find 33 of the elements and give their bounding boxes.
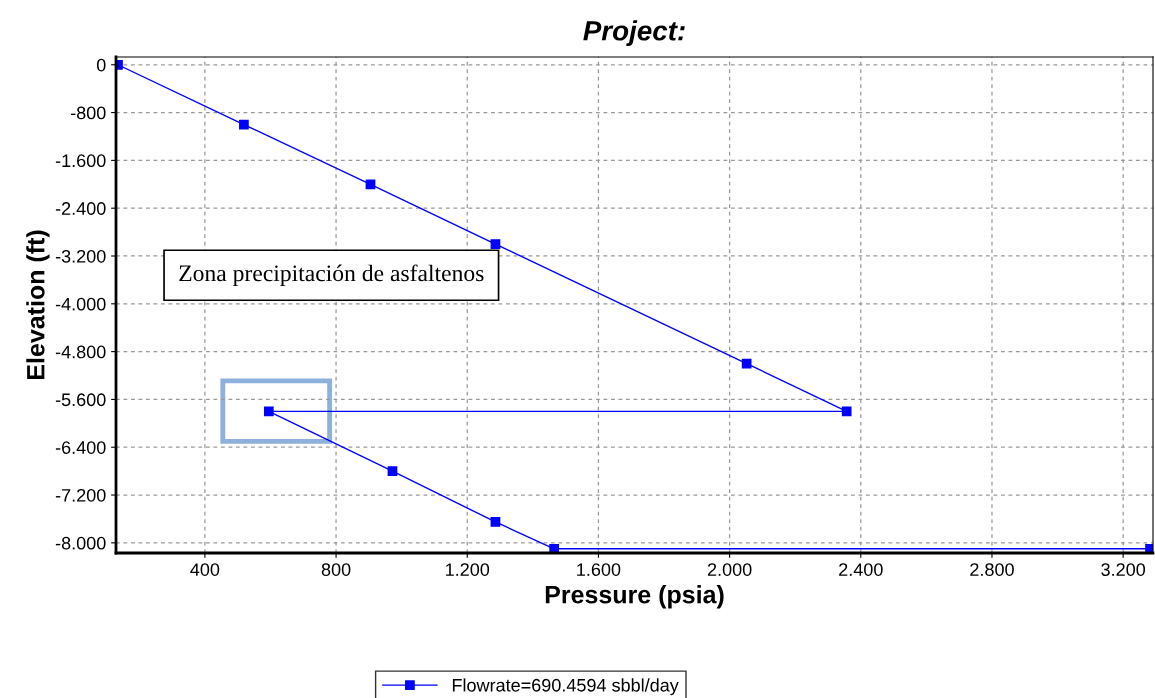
x-tick-label: 400 — [190, 563, 220, 576]
y-tick-label: -1.600 — [55, 154, 106, 168]
y-tick-label: -8.000 — [55, 536, 106, 550]
y-tick-label: -2.400 — [55, 202, 106, 215]
y-tick-label: -7.200 — [55, 488, 106, 502]
y-tick-label: -800 — [70, 106, 106, 120]
point — [490, 239, 501, 249]
y-tick-label: -4.800 — [55, 345, 106, 359]
x-tick-label: 1.200 — [446, 563, 490, 576]
y-tick-label: -4.000 — [55, 297, 106, 311]
annotation: Zona precipitación de asfaltenos — [179, 264, 484, 287]
x-tick-label: 800 — [321, 563, 351, 576]
y-tick-label: -5.600 — [55, 393, 106, 407]
chart-title: Project: — [583, 20, 685, 47]
y-tick-label: -3.200 — [55, 249, 106, 263]
x-tick-label: 1.600 — [577, 563, 621, 576]
point — [741, 358, 752, 369]
x-tick-label: 2.800 — [970, 563, 1014, 576]
point — [387, 466, 398, 476]
x-axis-title: Pressure (psia) — [545, 585, 724, 609]
legend-label: Flowrate=690.4594 sbbl/day — [452, 678, 679, 696]
x-tick-label: 3.200 — [1101, 563, 1146, 576]
point — [490, 517, 501, 527]
point — [841, 406, 852, 417]
point — [263, 406, 274, 417]
x-tick-label: 2.000 — [707, 563, 752, 576]
point — [549, 543, 560, 553]
y-axis-title: Elevation (ft) — [26, 230, 50, 380]
y-tick-label: -6.400 — [55, 441, 106, 454]
point — [365, 179, 376, 190]
point — [239, 119, 249, 130]
x-tick-label: 2.400 — [839, 563, 883, 576]
y-tick-label: 0 — [96, 58, 106, 72]
